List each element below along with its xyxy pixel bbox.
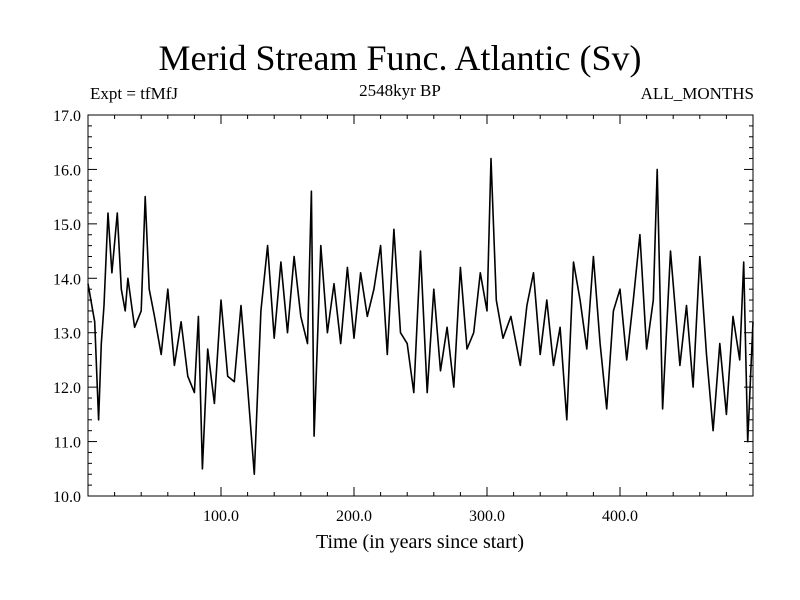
y-tick-label: 17.0: [53, 108, 81, 125]
experiment-label: Expt = tfMfJ: [90, 84, 178, 103]
x-tick-label: 400.0: [602, 508, 638, 525]
y-tick-label: 11.0: [54, 435, 81, 452]
series-line: [87, 157, 754, 476]
y-axis: 10.0 11.0 12.0 13.0 14.0 15.0 16.0 17.0: [53, 108, 753, 506]
series-group: [87, 157, 754, 476]
y-tick-label: 10.0: [53, 489, 81, 506]
x-tick-label: 300.0: [469, 508, 505, 525]
x-tick-label: 100.0: [203, 508, 239, 525]
x-tick-label: 200.0: [336, 508, 372, 525]
y-tick-label: 12.0: [53, 380, 81, 397]
chart-title: Merid Stream Func. Atlantic (Sv): [158, 38, 642, 78]
y-tick-label: 16.0: [53, 162, 81, 179]
y-tick-label: 14.0: [53, 271, 81, 288]
period-label: 2548kyr BP: [359, 81, 441, 100]
x-axis-label: Time (in years since start): [316, 531, 524, 553]
plot-frame: [87, 114, 754, 497]
y-tick-label: 13.0: [53, 326, 81, 343]
y-tick-label: 15.0: [53, 217, 81, 234]
months-label: ALL_MONTHS: [640, 84, 754, 103]
x-axis: 100.0 200.0 300.0 400.0: [114, 115, 727, 525]
